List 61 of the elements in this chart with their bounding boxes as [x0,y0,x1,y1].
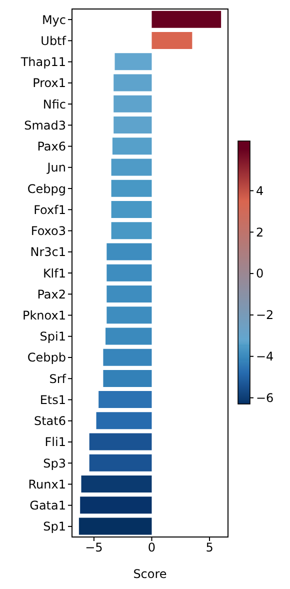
bar [106,243,152,260]
x-axis-title: Score [133,567,167,581]
y-tick-label: Spi1 [40,330,66,344]
y-tick-label: Gata1 [30,498,66,513]
bar [103,348,152,366]
bar [152,32,192,50]
bar [114,74,152,92]
y-tick-label: Cebpb [27,350,66,365]
x-tick-label: 0 [148,540,156,555]
y-tick-label: Ubtf [40,34,67,48]
bar [114,95,152,112]
bar [111,180,152,197]
bar [106,264,152,282]
color-bar-label: 4 [256,184,264,198]
bar [103,370,152,387]
bar [106,306,152,324]
y-tick-label: Foxo3 [30,224,66,238]
bar [89,454,152,472]
bar [111,158,152,176]
y-tick-label: Thap11 [20,55,66,70]
x-tick-label: −5 [85,540,103,555]
bar [96,412,152,430]
color-bar-label: −6 [256,390,274,405]
y-tick-label: Smad3 [24,118,66,132]
bar [152,10,222,28]
y-tick-label: Pax2 [37,287,66,302]
y-tick-label: Prox1 [32,76,66,90]
x-tick-label: 5 [206,540,214,555]
bar [106,328,152,345]
bar [114,116,152,134]
y-tick-label: Sp1 [43,520,66,534]
bar [78,518,152,535]
bar [80,496,152,514]
bar [112,138,152,155]
y-tick-label: Pknox1 [22,308,66,322]
bar [98,391,152,408]
y-tick-label: Fli1 [44,435,66,450]
color-bar-label: −2 [256,308,274,322]
y-tick-label: Foxf1 [34,202,66,217]
color-bar-label: 2 [256,225,264,240]
y-tick-label: Jun [46,160,66,175]
y-tick-label: Sp3 [43,456,66,470]
y-tick-label: Stat6 [34,414,66,428]
y-tick-label: Runx1 [28,477,66,492]
bar [111,200,152,218]
y-tick-label: Klf1 [42,266,66,280]
y-tick-label: Myc [42,12,66,27]
y-tick-label: Cebpg [27,182,66,196]
y-tick-label: Srf [49,372,67,386]
bar [106,285,152,302]
color-bar-label: −4 [256,350,274,364]
y-tick-label: Pax6 [37,140,66,154]
bar [81,476,152,493]
bar [89,433,152,450]
y-tick-label: Ets1 [40,392,66,407]
bar [114,53,152,70]
bar [111,222,152,240]
color-bar-label: 0 [256,266,264,281]
color-scale: −6 −4 −2 0 2 4 [238,140,274,405]
y-tick-label: Nfic [42,97,66,112]
y-tick-label: Nr3c1 [30,245,66,260]
